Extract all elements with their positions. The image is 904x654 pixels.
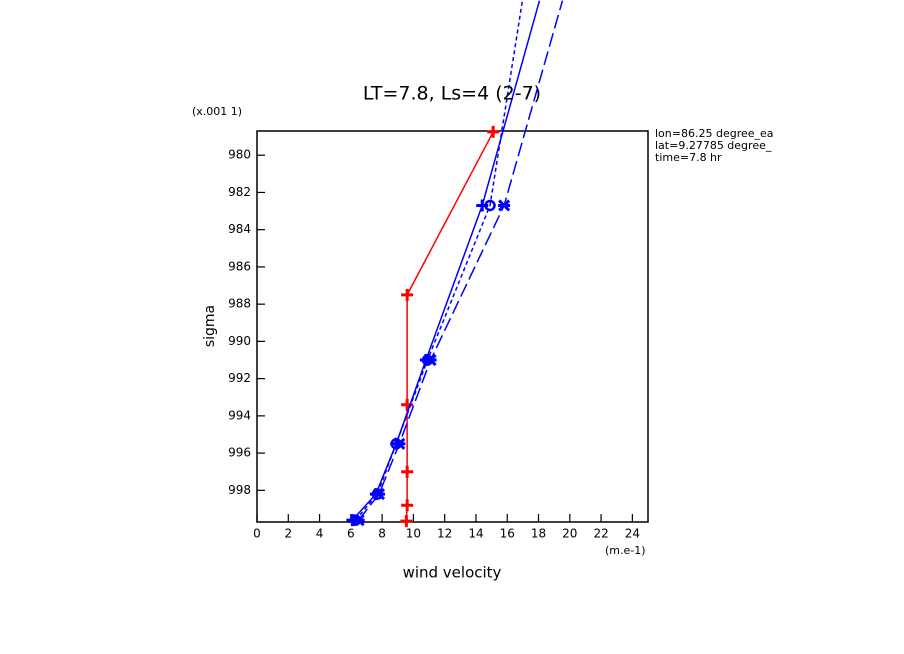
point-marker (372, 488, 386, 501)
x-tick-label: 24 (625, 527, 640, 541)
y-tick-label: 990 (228, 334, 251, 348)
x-tick-label: 10 (406, 527, 421, 541)
y-tick-label: 996 (228, 446, 251, 460)
x-tick-label: 18 (531, 527, 546, 541)
y-tick-label: 984 (228, 222, 251, 236)
x-unit-label: (m.e-1) (605, 544, 646, 557)
x-axis-label: wind velocity (403, 564, 502, 582)
x-tick-label: 22 (593, 527, 608, 541)
point-marker (401, 465, 414, 478)
y-tick-label: 998 (228, 483, 251, 497)
x-tick-label: 14 (468, 527, 483, 541)
x-tick-label: 16 (500, 527, 515, 541)
point-marker (352, 514, 365, 527)
x-tick-label: 6 (347, 527, 355, 541)
point-marker (393, 437, 406, 450)
y-tick-label: 986 (228, 259, 251, 273)
chart-title: LT=7.8, Ls=4 (2-7) (363, 83, 541, 105)
point-marker (400, 515, 413, 528)
y-unit-label: (x.001 1) (192, 105, 242, 118)
point-marker (484, 199, 496, 212)
series-line (351, 0, 541, 521)
y-axis-label: sigma (202, 305, 218, 347)
point-marker (487, 125, 500, 138)
series-line (358, 0, 564, 521)
x-tick-label: 20 (562, 527, 577, 541)
plot-frame (256, 130, 649, 523)
y-tick-label: 992 (228, 371, 251, 385)
series-line (405, 131, 494, 522)
y-tick-label: 982 (228, 185, 251, 199)
info-text: lat=9.27785 degree_ (655, 139, 772, 152)
info-text: lon=86.25 degree_ea (655, 127, 774, 140)
y-tick-label: 994 (228, 408, 251, 422)
x-tick-label: 12 (437, 527, 452, 541)
y-tick-label: 988 (228, 297, 251, 311)
point-marker (498, 199, 511, 212)
x-tick-label: 8 (378, 527, 386, 541)
x-tick-label: 2 (284, 527, 292, 541)
point-marker (424, 353, 437, 367)
point-marker (401, 499, 414, 512)
info-text: time=7.8 hr (655, 151, 722, 164)
y-tick-label: 980 (228, 148, 251, 162)
x-tick-label: 0 (253, 527, 261, 541)
series-line (354, 0, 524, 521)
point-marker (401, 288, 414, 301)
x-tick-label: 4 (316, 527, 324, 541)
